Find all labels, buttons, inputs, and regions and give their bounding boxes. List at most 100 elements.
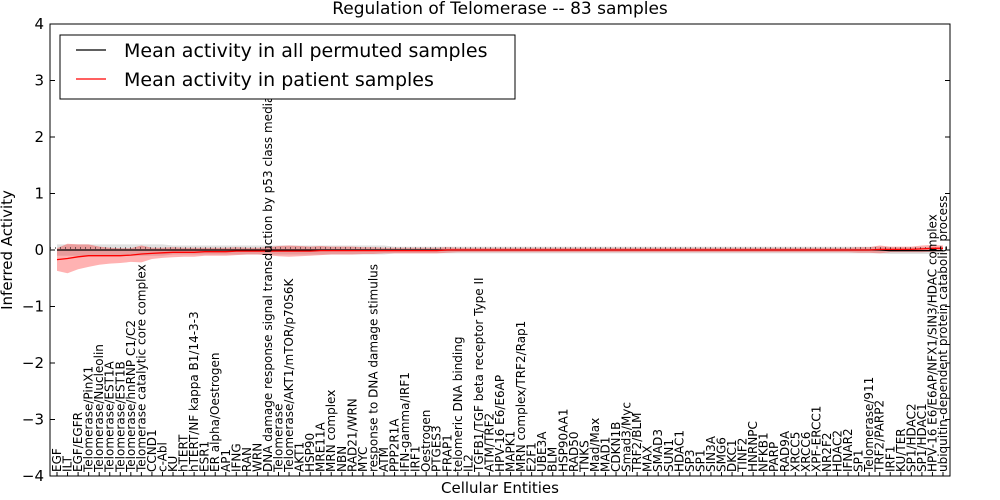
x-tick-label: hTERT	[177, 434, 191, 472]
x-tick-label: IRF1	[409, 446, 423, 472]
x-tick-label: SIN3A	[704, 435, 718, 472]
x-tick-label: Telomerase/EST1A	[103, 360, 117, 473]
x-tick-label: RAD50	[567, 431, 581, 472]
x-tick-label: DKC1	[725, 440, 739, 472]
x-tick-label: MAPK1	[504, 431, 518, 472]
x-tick-label: Telomerase/PinX1	[82, 366, 96, 473]
x-tick-label: E2F1	[525, 442, 539, 472]
x-tick-label: DNA damage response signal transduction …	[261, 63, 275, 472]
x-tick-label: IFNG	[229, 443, 243, 472]
x-tick-label: IFNAR2	[841, 428, 855, 472]
y-tick-label: 3	[34, 72, 44, 90]
x-tick-label: SP1/HDAC2	[904, 403, 918, 472]
y-tick-label: 4	[34, 15, 44, 33]
x-tick-label: MAX	[641, 445, 655, 472]
x-tick-label: PARP	[767, 442, 781, 472]
y-tick-label: −3	[22, 411, 44, 429]
x-tick-label: ATM	[377, 447, 391, 472]
x-tick-label: ILT	[61, 455, 75, 472]
x-tick-label: HPV-16 E6/E6AP	[493, 375, 507, 472]
x-tick-label: SMG6	[715, 437, 729, 472]
x-tick-label: TINF2	[736, 438, 750, 473]
x-tick-label: XPF-ERCC1	[809, 406, 823, 472]
x-tick-label: c-Abl	[155, 442, 169, 472]
legend: Mean activity in all permuted samples Me…	[59, 34, 516, 100]
x-tick-label: Telomerase/911	[862, 377, 876, 473]
x-tick-label: Telomerase/hnRNP C1/C2	[124, 320, 138, 473]
x-tick-label: KU	[166, 456, 180, 472]
x-tick-label: RAD21/WRN	[345, 398, 359, 472]
x-tick-label: SP3	[683, 450, 697, 473]
x-tick-label: ESR1	[198, 441, 212, 472]
y-tick-label: 0	[34, 241, 44, 259]
x-tick-label: CCND1	[145, 429, 159, 472]
x-tick-label: PPP2R1A	[388, 418, 402, 472]
x-tick-label: MRN complex/TRF2/Rap1	[514, 321, 528, 472]
y-tick-label: 2	[34, 128, 44, 146]
x-tick-label: TGFB1/TGF beta receptor Type II	[472, 277, 486, 473]
x-tick-label: KU/TER	[894, 428, 908, 472]
x-tick-label: IRF1	[883, 446, 897, 472]
x-tick-label: XRCC5	[788, 432, 802, 472]
x-tick-label: RAN	[240, 447, 254, 472]
x-tick-label: NR2F2	[820, 433, 834, 473]
x-tick-label: Oestrogen	[419, 410, 433, 472]
x-tick-label: NFKB1	[757, 432, 771, 472]
x-tick-label: Telomerase catalytic core complex	[134, 264, 148, 473]
x-tick-label: HSP90	[303, 433, 317, 472]
x-tick-label: NBN	[335, 446, 349, 472]
y-axis-label: Inferred Activity	[0, 190, 16, 310]
series-lines	[56, 247, 943, 261]
x-tick-label: XRCC6	[799, 432, 813, 472]
x-tick-label: MYC	[356, 447, 370, 472]
x-tick-label: ubiquitin-dependent protein catabolic pr…	[936, 196, 950, 472]
x-tick-label: WRN	[250, 443, 264, 472]
x-tick-label: TRF2/PARP2	[873, 400, 887, 473]
x-tick-label: BLM	[546, 447, 560, 472]
legend-label-patient: Mean activity in patient samples	[124, 69, 434, 91]
x-tick-label: AKT1	[293, 442, 307, 472]
x-tick-label: IFN-gamma/IRF1	[398, 372, 412, 472]
x-tick-label: HSP90AA1	[556, 408, 570, 472]
x-tick-label: HDAC1	[672, 430, 686, 472]
x-tick-label: telomeric DNA binding	[451, 337, 465, 473]
series-line-patient	[56, 247, 943, 261]
x-tick-label: EGF/EGFR	[71, 412, 85, 472]
x-tick-label: Telomerase/EST1B	[113, 361, 127, 473]
x-tick-label: ER alpha/Oestrogen	[208, 353, 222, 472]
x-tick-label: SMAD3	[651, 429, 665, 472]
legend-box	[59, 34, 516, 100]
x-tick-label: HDAC2	[831, 430, 845, 472]
x-tick-label: SUN1	[662, 439, 676, 472]
y-tick-label: 1	[34, 185, 44, 203]
x-tick-label: TNKS	[577, 440, 591, 473]
x-tick-label: Telomerase	[272, 404, 286, 473]
x-tick-label: ATM/TRF2	[482, 413, 496, 472]
x-tick-label: AP1	[219, 449, 233, 472]
x-tick-label: PTGES3	[430, 425, 444, 472]
x-tick-label: HPV-16 E6/E6AP/NFX1/SIN3/HDAC complex	[925, 214, 939, 472]
x-tick-label: Telomerase/AKT1/mTOR/p70S6K	[282, 277, 296, 473]
x-axis: EGFILTEGF/EGFRTelomerase/PinX1Telomerase…	[50, 63, 950, 476]
x-tick-label: SP1/HDAC1	[915, 403, 929, 472]
x-tick-label: MRE11A	[314, 421, 328, 472]
y-tick-label: −4	[22, 467, 44, 485]
x-tick-label: HNRNPC	[746, 421, 760, 472]
x-tick-label: response to DNA damage stimulus	[366, 264, 380, 472]
y-tick-label: −2	[22, 354, 44, 372]
x-tick-label: EGF	[50, 448, 64, 472]
x-tick-label: CDKN1B	[609, 422, 623, 472]
x-tick-label: SP1	[852, 450, 866, 473]
x-axis-label: Cellular Entities	[441, 479, 559, 497]
x-tick-label: MRN complex	[324, 390, 338, 472]
y-axis: 4 3 2 1 0 −1 −2 −3 −4	[22, 15, 950, 485]
x-tick-label: Smad3/Myc	[620, 402, 634, 472]
x-tick-label: hTERT/NF kappa B1/14-3-3	[187, 311, 201, 472]
x-tick-label: Telomerase/Nucleolin	[92, 344, 106, 473]
x-tick-label: TRF2/BLM	[630, 412, 644, 473]
x-tick-label: UBE3A	[535, 431, 549, 472]
x-tick-label: Mad/Max	[588, 418, 602, 472]
x-tick-label: FRAP1	[440, 434, 454, 472]
x-tick-label: SP1	[693, 450, 707, 473]
